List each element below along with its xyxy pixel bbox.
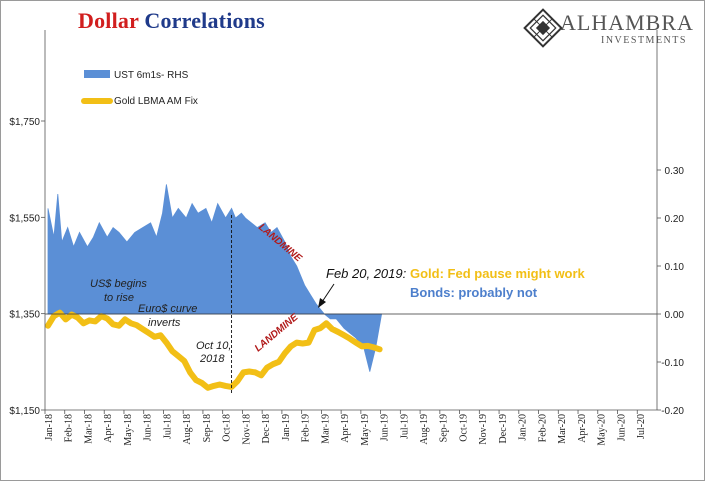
alhambra-logo-icon [523, 8, 563, 48]
x-tick-label: May-20 [597, 414, 608, 446]
y-left-tick-label: $1,550 [9, 213, 40, 224]
x-tick-label: Jan-18 [44, 414, 55, 441]
y-right-tick-label: 0.00 [665, 310, 685, 321]
ticks-layer: $1,150 $1,350 $1,550 $1,750 0.30 0.20 0.10 0.00… [9, 117, 684, 446]
y-right-tick-label: 0.20 [665, 214, 685, 225]
x-tick-label: Feb-18 [64, 414, 75, 442]
x-tick-label: Aug-18 [182, 414, 193, 445]
y-right-tick-label: 0.10 [665, 262, 685, 273]
annotation-oct10-2: 2018 [199, 353, 225, 365]
gold-line-layer [45, 309, 383, 391]
y-left-tick-label: $1,350 [9, 310, 40, 321]
annotation-bonds-note: Bonds: probably not [410, 285, 538, 300]
x-tick-label: Dec-18 [261, 414, 272, 443]
x-tick-label: May-19 [360, 414, 371, 446]
x-tick-label: Dec-19 [498, 414, 509, 443]
x-tick-label: Jan-19 [281, 414, 292, 441]
legend-label-gold: Gold LBMA AM Fix [114, 96, 198, 107]
annotation-feb20: Feb 20, 2019: [326, 266, 407, 281]
title-word-correlations: Correlations [144, 8, 265, 33]
x-tick-label: Sep-18 [202, 414, 213, 442]
x-tick-label: Apr-20 [577, 414, 588, 443]
legend-swatch-ust [84, 70, 110, 78]
x-tick-label: Nov-18 [241, 414, 252, 445]
x-tick-label: Oct-19 [458, 414, 469, 442]
legend-label-ust: UST 6m1s- RHS [114, 70, 189, 81]
x-tick-label: Aug-19 [419, 414, 430, 445]
x-tick-label: Jan-20 [518, 414, 529, 441]
x-tick-label: Apr-18 [103, 414, 114, 443]
logo-name: ALHAMBRA [560, 10, 694, 35]
logo-subtitle: INVESTMENTS [601, 35, 687, 46]
x-tick-label: Feb-19 [301, 414, 312, 442]
x-tick-label: Nov-19 [478, 414, 489, 445]
x-tick-label: Jun-18 [143, 414, 154, 441]
annotation-gold-note: Gold: Fed pause might work [410, 266, 586, 281]
y-left-tick-label: $1,150 [9, 406, 40, 417]
annotation-oct10-1: Oct 10, [196, 340, 231, 352]
x-tick-label: May-18 [123, 414, 134, 446]
chart-title: Dollar Correlations [78, 8, 265, 34]
x-tick-label: Mar-19 [320, 414, 331, 444]
annotation-us-begins-1: US$ begins [90, 278, 147, 290]
ust-area [47, 184, 383, 372]
x-tick-label: Mar-20 [557, 414, 568, 444]
x-tick-label: Jul-18 [162, 414, 173, 439]
annotation-us-begins-2: to rise [104, 292, 134, 304]
x-tick-label: Jun-19 [380, 414, 391, 441]
x-tick-label: Mar-18 [83, 414, 94, 444]
x-tick-label: Jul-19 [399, 414, 410, 439]
x-tick-label: Apr-19 [340, 414, 351, 443]
title-word-dollar: Dollar [78, 8, 139, 33]
x-tick-label: Jul-20 [636, 414, 647, 439]
x-tick-label: Feb-20 [537, 414, 548, 442]
x-tick-label: Jun-20 [616, 414, 627, 441]
y-right-tick-label: -0.20 [661, 406, 684, 417]
y-right-tick-label: -0.10 [661, 358, 684, 369]
feb20-arrow-line [321, 283, 335, 303]
feb20-arrow-head [318, 298, 326, 308]
y-left-tick-label: $1,750 [9, 117, 40, 128]
annotation-euro-curve-2: inverts [148, 317, 181, 329]
x-tick-label: Sep-19 [439, 414, 450, 442]
legend-layer: UST 6m1s- RHS Gold LBMA AM Fix [81, 70, 198, 107]
ust-area-layer [47, 184, 383, 372]
x-tick-label: Oct-18 [222, 414, 233, 442]
axes-layer [44, 30, 658, 411]
y-right-tick-label: 0.30 [665, 166, 685, 177]
annotation-euro-curve-1: Euro$ curve [138, 303, 197, 315]
